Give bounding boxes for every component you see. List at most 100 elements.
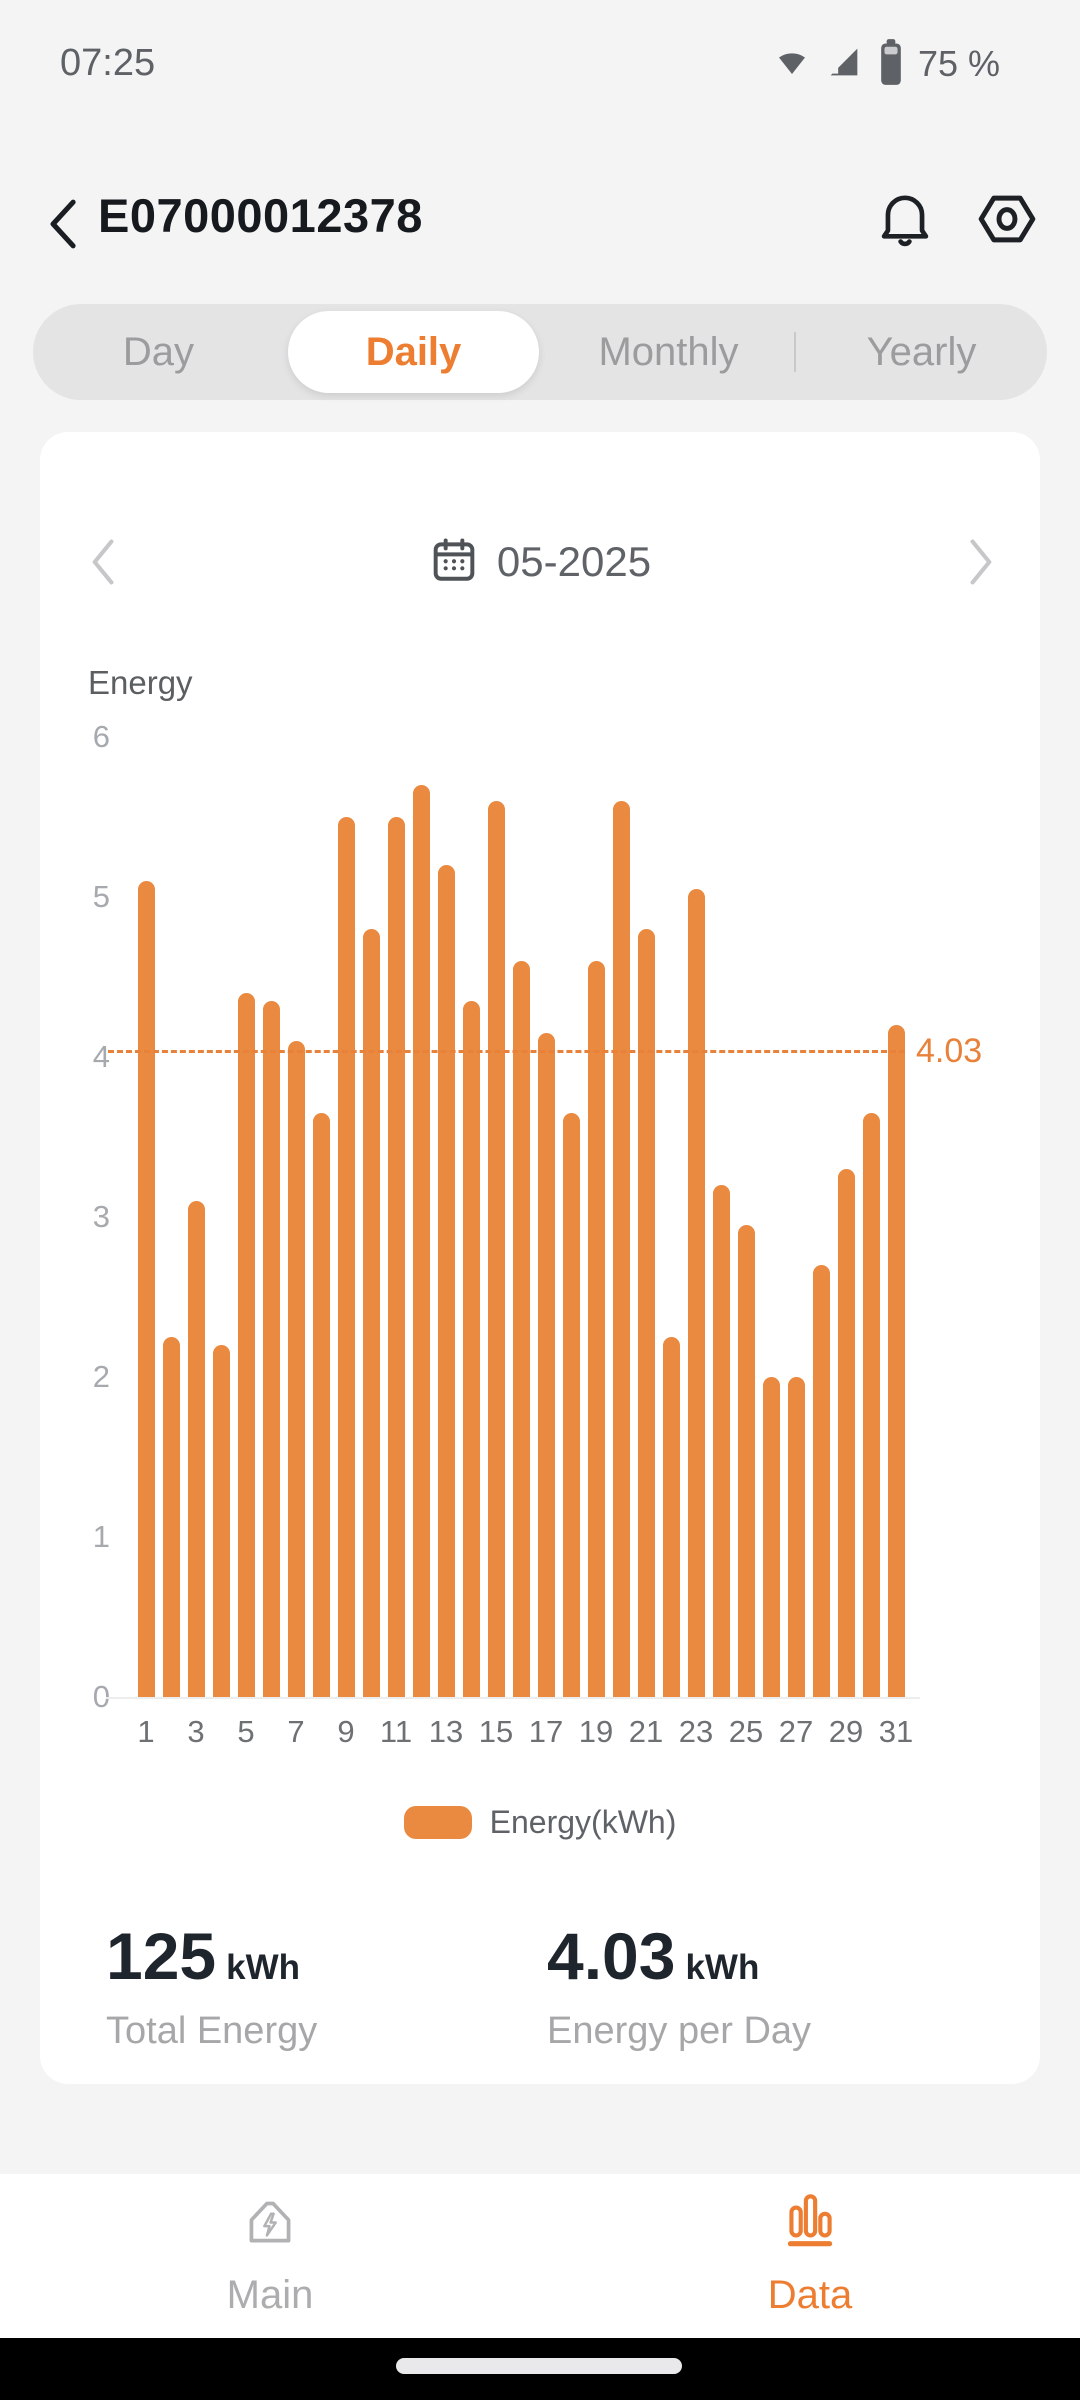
x-axis-line [106,1697,920,1699]
bar-day-26[interactable] [762,1377,780,1697]
x-axis-tick-label: 19 [578,1714,614,1749]
nav-item-main[interactable]: Main [160,2188,380,2318]
bar-day-2[interactable] [162,1337,180,1697]
total-energy-stat: 125 kWh Total Energy [106,1918,317,2053]
nav-main-label: Main [226,2273,314,2317]
y-axis-tick-label: 3 [92,1199,110,1234]
bar-day-14[interactable] [462,1001,480,1697]
bar-day-13[interactable] [437,865,455,1697]
tab-day[interactable]: Day [122,330,195,374]
bar-day-9[interactable] [337,817,355,1697]
nav-item-data[interactable]: Data [700,2188,920,2318]
bar-day-24[interactable] [712,1185,730,1697]
legend-swatch [403,1806,472,1839]
header: E07000012378 [0,170,1080,280]
bar-day-10[interactable] [362,929,380,1697]
bar-day-20[interactable] [612,801,630,1697]
back-button[interactable] [44,196,84,257]
bar-day-1[interactable] [137,881,155,1697]
legend-label: Energy(kWh) [489,1804,677,1840]
x-axis-tick-label: 23 [678,1714,714,1749]
tab-monthly[interactable]: Monthly [598,330,739,374]
battery-icon [876,38,906,91]
y-axis-title: Energy [88,664,193,701]
device-id-title: E07000012378 [98,189,423,242]
clock-text: 07:25 [60,42,156,84]
y-axis-tick-label: 4 [92,1039,110,1074]
bar-day-17[interactable] [537,1033,555,1697]
bar-day-7[interactable] [287,1041,305,1697]
period-tab-bar: Day Daily Monthly Yearly [33,304,1047,400]
bar-day-25[interactable] [737,1225,755,1697]
x-axis-tick-label: 27 [778,1714,814,1749]
bar-day-29[interactable] [837,1169,855,1697]
bar-day-19[interactable] [587,961,605,1697]
chart-legend: Energy(kWh) [40,1804,1040,1841]
energy-per-day-unit: kWh [685,1948,760,1987]
x-axis-tick-label: 13 [428,1714,464,1749]
x-axis-tick-label: 9 [337,1714,355,1749]
y-axis-tick-label: 2 [92,1359,110,1394]
date-selector[interactable]: 05-2025 [240,530,840,594]
y-axis-tick-label: 6 [92,719,110,754]
battery-percent-text: 75 % [917,43,1000,84]
x-axis-tick-label: 15 [478,1714,514,1749]
bar-day-23[interactable] [687,889,705,1697]
bar-day-18[interactable] [562,1113,580,1697]
energy-per-day-label: Energy per Day [547,2010,812,2052]
total-energy-value: 125 [106,1919,217,1993]
tab-divider [794,332,796,372]
x-axis-tick-label: 21 [628,1714,664,1749]
x-axis-tick-label: 5 [237,1714,255,1749]
x-axis-tick-label: 17 [528,1714,564,1749]
calendar-icon [429,535,479,590]
status-bar: 07:25 75 % [0,0,1080,96]
y-axis-tick-label: 5 [92,879,110,914]
bar-day-15[interactable] [487,801,505,1697]
bar-day-3[interactable] [187,1201,205,1697]
bar-day-4[interactable] [212,1345,230,1697]
settings-gear-button[interactable] [972,186,1042,257]
next-month-button[interactable] [960,536,1000,593]
x-axis-tick-label: 31 [878,1714,914,1749]
y-axis-tick-label: 0 [92,1679,110,1714]
bar-day-22[interactable] [662,1337,680,1697]
bar-day-27[interactable] [787,1377,805,1697]
bar-day-8[interactable] [312,1113,330,1697]
average-value-label: 4.03 [916,1032,983,1071]
current-month-label: 05-2025 [496,538,652,585]
bar-day-21[interactable] [637,929,655,1697]
bar-day-6[interactable] [262,1001,280,1697]
bar-day-11[interactable] [387,817,405,1697]
x-axis-tick-label: 7 [287,1714,305,1749]
gesture-navigation-area [0,2338,1080,2400]
x-axis-tick-label: 25 [728,1714,764,1749]
average-dashed-line [108,1050,905,1054]
tab-daily[interactable]: Daily [288,311,539,393]
bar-day-31[interactable] [887,1025,905,1697]
bar-day-30[interactable] [862,1113,880,1697]
bar-day-28[interactable] [812,1265,830,1697]
notifications-bell-button[interactable] [872,186,938,257]
x-axis-tick-label: 1 [137,1714,155,1749]
home-energy-icon [237,2188,303,2259]
previous-month-button[interactable] [84,536,124,593]
bar-day-5[interactable] [237,993,255,1697]
wifi-icon [772,42,812,87]
bar-day-12[interactable] [412,785,430,1697]
y-axis-tick-label: 1 [92,1519,110,1554]
x-axis-tick-label: 3 [187,1714,205,1749]
gesture-handle[interactable] [396,2358,682,2374]
bar-day-16[interactable] [512,961,530,1697]
total-energy-unit: kWh [226,1948,301,1987]
total-energy-label: Total Energy [106,2010,318,2052]
energy-per-day-stat: 4.03 kWh Energy per Day [547,1918,811,2053]
energy-per-day-value: 4.03 [547,1919,676,1993]
status-icons: 75 % [772,38,1000,90]
bottom-navigation: Main Data [0,2174,1080,2338]
tab-yearly[interactable]: Yearly [866,330,977,374]
x-axis-tick-label: 11 [379,1714,413,1749]
bar-chart-icon [777,2188,843,2259]
cell-signal-icon [824,42,864,87]
